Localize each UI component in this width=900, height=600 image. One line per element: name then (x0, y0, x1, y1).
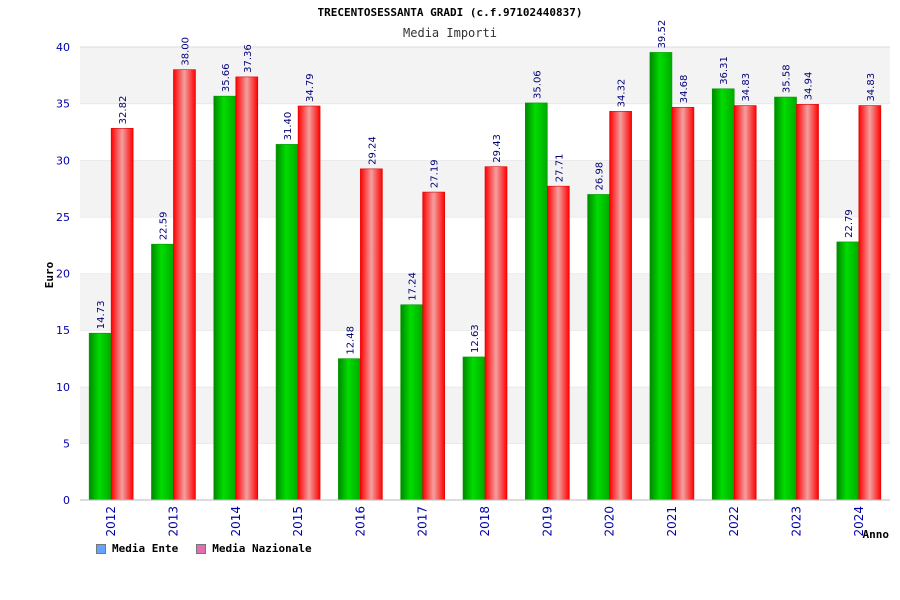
legend-item-nazionale: Media Nazionale (196, 542, 312, 555)
bar-value-label: 29.43 (492, 134, 503, 163)
bar-value-label: 35.66 (221, 64, 232, 93)
bar-value-label: 34.94 (804, 72, 815, 101)
bar-media-nazionale (422, 191, 445, 501)
x-tick-label: 2021 (665, 506, 679, 537)
bar-value-label: 12.63 (470, 324, 481, 353)
y-axis-title: Euro (43, 261, 56, 288)
x-tick-label: 2013 (166, 506, 180, 537)
bar-value-label: 32.82 (118, 96, 129, 125)
y-tick-label: 0 (63, 494, 70, 507)
legend-label-ente: Media Ente (112, 542, 179, 555)
bar-value-label: 38.00 (180, 37, 191, 66)
x-tick-label: 2022 (727, 506, 741, 537)
x-tick-label: 2024 (852, 506, 866, 537)
y-axis-ticks: 0 5 10 15 20 25 30 35 40 (56, 41, 70, 507)
bar-media-nazionale (360, 168, 383, 501)
bar-media-ente (88, 332, 112, 501)
bar-value-label: 12.48 (345, 326, 356, 355)
legend: Media Ente Media Nazionale (96, 542, 312, 555)
bar-media-ente (151, 243, 174, 501)
y-tick-label: 30 (56, 154, 70, 167)
bar-value-label: 34.32 (617, 79, 628, 108)
bar-media-nazionale (609, 111, 632, 501)
x-tick-label: 2019 (540, 506, 554, 537)
bar-value-label: 31.40 (283, 112, 294, 141)
bar-media-nazionale (297, 105, 321, 501)
x-tick-label: 2015 (291, 506, 305, 537)
bar-media-ente (525, 102, 548, 501)
bar-value-label: 35.58 (782, 64, 793, 93)
chart-title: TRECENTOSESSANTA GRADI (c.f.97102440837) (318, 6, 583, 19)
y-tick-label: 25 (56, 211, 70, 224)
bar-value-label: 17.24 (408, 272, 419, 301)
bar-media-ente (587, 194, 610, 501)
x-tick-label: 2020 (603, 506, 617, 537)
x-tick-label: 2017 (416, 506, 430, 537)
y-tick-label: 5 (63, 437, 70, 450)
x-tick-label: 2016 (353, 506, 367, 537)
x-tick-label: 2012 (104, 506, 118, 537)
bar-value-label: 27.71 (554, 154, 565, 183)
y-tick-label: 10 (56, 381, 70, 394)
bar-value-label: 14.73 (96, 301, 107, 330)
legend-swatch-ente (96, 543, 106, 554)
bar-media-ente (836, 241, 860, 501)
bar-media-ente (774, 96, 797, 501)
x-axis-title: Anno (863, 528, 890, 541)
legend-item-ente: Media Ente (96, 542, 178, 555)
bar-value-label: 26.98 (595, 162, 606, 191)
legend-label-nazionale: Media Nazionale (212, 542, 312, 555)
bar-value-label: 34.83 (741, 73, 752, 102)
bar-media-nazionale (671, 106, 695, 501)
bar-media-nazionale (547, 185, 570, 501)
bar-value-label: 36.31 (719, 56, 730, 85)
grid-band (80, 47, 890, 104)
bar-media-nazionale (796, 104, 819, 501)
y-tick-label: 15 (56, 324, 70, 337)
bar-media-nazionale (173, 69, 196, 501)
grid-band (80, 103, 890, 161)
bar-media-nazionale (235, 76, 259, 501)
y-tick-label: 35 (56, 98, 70, 111)
bar-value-label: 34.68 (679, 75, 690, 104)
bar-media-ente (711, 88, 735, 501)
bars: 14.73 32.82 22.59 38.00 35.66 37.36 31.40 34.79… (88, 20, 882, 501)
chart-subtitle: Media Importi (403, 26, 497, 40)
x-tick-label: 2023 (790, 506, 804, 537)
bar-media-ente (213, 95, 237, 501)
bar-value-label: 35.06 (532, 70, 543, 99)
legend-swatch-nazionale (196, 543, 207, 554)
bar-value-label: 27.19 (430, 159, 441, 188)
bar-media-nazionale (858, 105, 882, 501)
bar-value-label: 39.52 (657, 20, 668, 49)
bar-value-label: 34.79 (305, 73, 316, 102)
x-tick-label: 2014 (229, 506, 243, 537)
bar-value-label: 22.59 (158, 212, 169, 241)
bar-media-nazionale (733, 105, 757, 501)
bar-value-label: 29.24 (367, 136, 378, 165)
bar-media-ente (338, 358, 361, 501)
y-tick-label: 40 (56, 41, 70, 54)
bar-value-label: 37.36 (243, 44, 254, 73)
y-tick-label: 20 (56, 268, 70, 281)
bar-value-label: 22.79 (844, 209, 855, 238)
bar-value-label: 34.83 (866, 73, 877, 102)
bar-media-ente (649, 52, 673, 501)
x-axis-ticks: 2012 2013 2014 2015 2016 2017 2018 2019 2020 2021… (104, 506, 866, 537)
bar-media-nazionale (484, 166, 508, 501)
bar-media-ente (275, 144, 299, 501)
x-tick-label: 2018 (478, 506, 492, 537)
bar-media-ente (400, 304, 423, 501)
bar-media-nazionale (110, 128, 134, 501)
bar-media-ente (462, 356, 486, 501)
